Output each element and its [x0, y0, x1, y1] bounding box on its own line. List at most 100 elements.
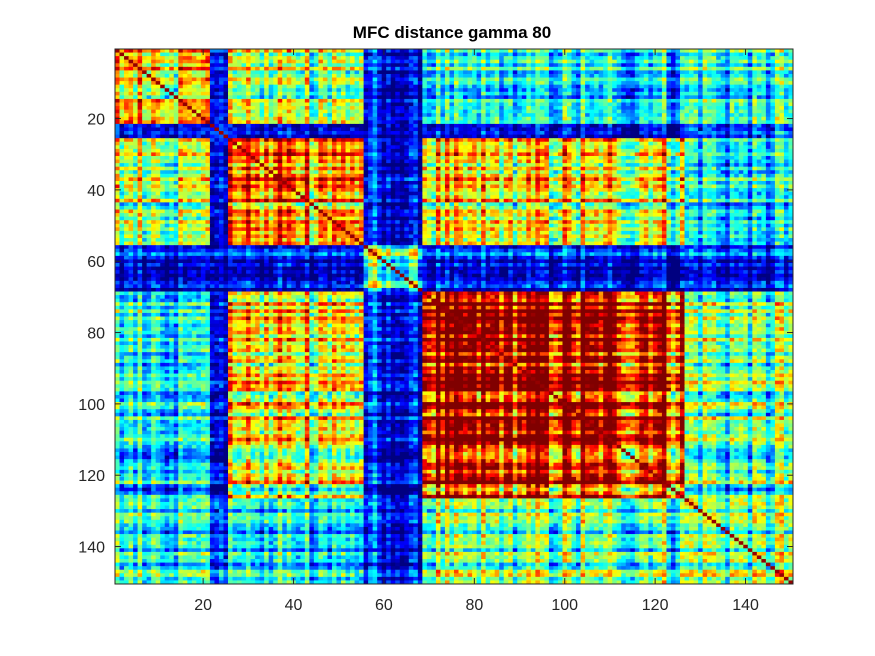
- heatmap-cell: [639, 81, 645, 86]
- heatmap-cell: [761, 88, 767, 93]
- heatmap-cell: [612, 106, 618, 111]
- heatmap-cell: [725, 156, 731, 160]
- heatmap-cell: [503, 123, 509, 128]
- heatmap-cell: [313, 63, 319, 68]
- heatmap-cell: [209, 152, 215, 157]
- heatmap-cell: [223, 49, 229, 53]
- heatmap-cell: [119, 152, 125, 157]
- heatmap-cell: [331, 63, 337, 68]
- heatmap-cell: [598, 59, 604, 64]
- heatmap-cell: [670, 123, 676, 128]
- heatmap-cell: [241, 102, 247, 107]
- heatmap-cell: [399, 113, 405, 118]
- heatmap-cell: [481, 163, 487, 168]
- heatmap-cell: [444, 91, 450, 96]
- heatmap-cell: [133, 145, 138, 150]
- heatmap-cell: [155, 152, 161, 157]
- heatmap-cell: [282, 84, 288, 89]
- heatmap-cell: [205, 156, 211, 160]
- heatmap-cell: [440, 106, 446, 111]
- heatmap-cell: [585, 52, 590, 57]
- heatmap-cell: [779, 77, 785, 82]
- heatmap-cell: [725, 59, 731, 64]
- heatmap-cell: [562, 73, 568, 78]
- heatmap-cell: [277, 156, 283, 160]
- heatmap-cell: [458, 70, 464, 75]
- heatmap-cell: [119, 166, 125, 171]
- heatmap-cell: [643, 59, 649, 64]
- heatmap-cell: [417, 127, 423, 132]
- heatmap-cell: [178, 106, 184, 111]
- heatmap-cell: [395, 102, 401, 107]
- heatmap-cell: [304, 106, 310, 111]
- heatmap-cell: [137, 98, 143, 103]
- heatmap-cell: [444, 106, 450, 111]
- heatmap-cell: [576, 106, 581, 111]
- heatmap-cell: [779, 63, 785, 68]
- heatmap-cell: [670, 138, 676, 143]
- heatmap-cell: [160, 102, 166, 107]
- heatmap-cell: [607, 52, 613, 57]
- heatmap-cell: [675, 81, 681, 86]
- heatmap-cell: [309, 120, 315, 125]
- heatmap-cell: [386, 88, 392, 93]
- heatmap-cell: [585, 77, 590, 82]
- heatmap-cell: [119, 56, 125, 61]
- heatmap-cell: [318, 70, 324, 75]
- heatmap-cell: [386, 73, 392, 78]
- heatmap-cell: [426, 63, 432, 68]
- heatmap-cell: [268, 148, 274, 153]
- heatmap-cell: [435, 109, 441, 114]
- heatmap-cell: [648, 49, 654, 53]
- heatmap-cell: [350, 163, 355, 168]
- heatmap-cell: [652, 123, 658, 128]
- heatmap-cell: [553, 91, 559, 96]
- heatmap-cell: [454, 141, 459, 146]
- heatmap-cell: [309, 88, 315, 93]
- heatmap-cell: [616, 98, 622, 103]
- heatmap-cell: [336, 102, 342, 107]
- heatmap-cell: [255, 77, 261, 82]
- heatmap-cell: [390, 56, 396, 61]
- heatmap-cell: [309, 152, 315, 157]
- heatmap-cell: [155, 113, 161, 118]
- heatmap-cell: [716, 77, 722, 82]
- heatmap-cell: [729, 152, 735, 157]
- heatmap-cell: [413, 120, 419, 125]
- heatmap-cell: [218, 131, 224, 135]
- heatmap-cell: [295, 113, 301, 118]
- heatmap-cell: [553, 49, 559, 53]
- heatmap-cell: [191, 152, 197, 157]
- heatmap-cell: [508, 56, 514, 61]
- heatmap-cell: [295, 159, 301, 164]
- heatmap-cell: [115, 81, 120, 86]
- heatmap-cell: [752, 116, 758, 121]
- heatmap-cell: [670, 91, 676, 96]
- heatmap-cell: [657, 88, 663, 93]
- heatmap-cell: [214, 70, 220, 75]
- heatmap-cell: [142, 134, 148, 139]
- heatmap-cell: [313, 138, 319, 143]
- heatmap-cell: [738, 148, 744, 153]
- heatmap-cell: [761, 70, 767, 75]
- heatmap-cell: [567, 95, 572, 100]
- heatmap-cell: [743, 109, 749, 114]
- heatmap-cell: [205, 166, 211, 171]
- heatmap-cell: [408, 91, 414, 96]
- heatmap-cell: [517, 77, 523, 82]
- heatmap-cell: [716, 141, 722, 146]
- heatmap-cell: [115, 127, 120, 132]
- heatmap-cell: [286, 163, 292, 168]
- heatmap-cell: [765, 116, 771, 121]
- heatmap-cell: [625, 66, 631, 71]
- heatmap-cell: [580, 88, 586, 93]
- heatmap-cell: [119, 59, 125, 64]
- heatmap-cell: [616, 70, 622, 75]
- heatmap-cell: [783, 95, 789, 100]
- heatmap-cell: [142, 70, 148, 75]
- heatmap-cell: [580, 106, 586, 111]
- heatmap-cell: [435, 145, 441, 150]
- heatmap-cell: [341, 109, 346, 114]
- heatmap-cell: [426, 73, 432, 78]
- heatmap-cell: [476, 70, 482, 75]
